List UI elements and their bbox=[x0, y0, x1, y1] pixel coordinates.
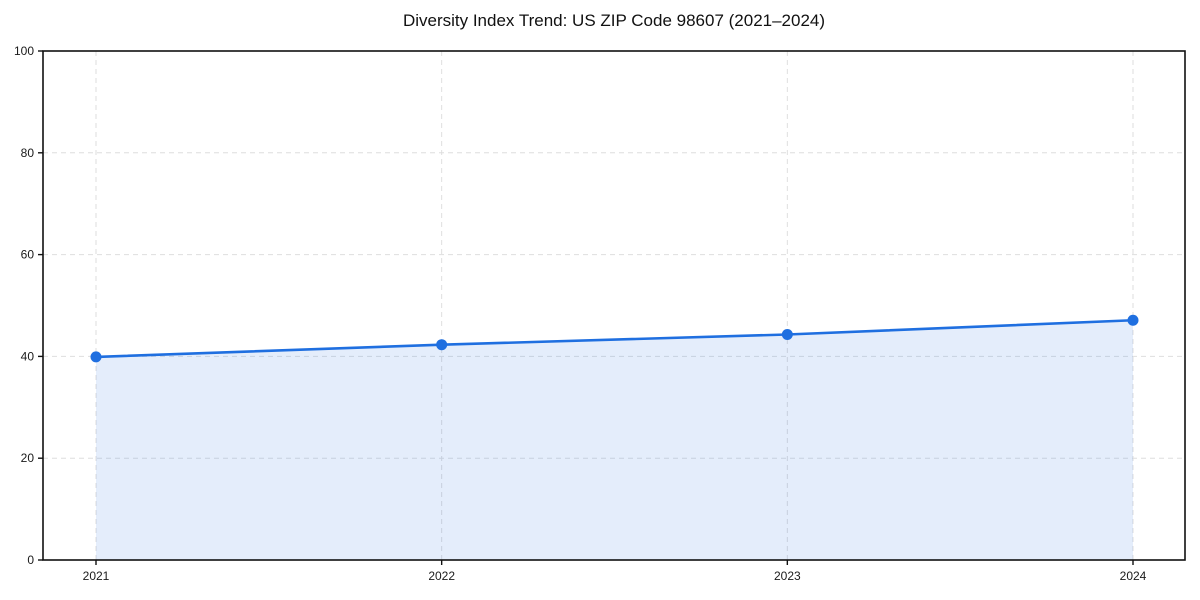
area-fill bbox=[96, 320, 1133, 560]
chart-title: Diversity Index Trend: US ZIP Code 98607… bbox=[402, 11, 826, 30]
y-tick-label: 60 bbox=[21, 248, 35, 262]
data-point-2022 bbox=[436, 339, 448, 351]
y-tick-label: 40 bbox=[21, 349, 35, 363]
data-point-2021 bbox=[90, 351, 102, 363]
data-point-2023 bbox=[781, 329, 793, 341]
plot-frame bbox=[42, 50, 1186, 561]
x-tick-label: 2024 bbox=[1120, 569, 1147, 583]
x-tick-label: 2021 bbox=[83, 569, 110, 583]
trend-line bbox=[94, 318, 1135, 359]
x-tick-label: 2022 bbox=[428, 569, 455, 583]
y-tick-label: 80 bbox=[21, 146, 35, 160]
y-tick-label: 20 bbox=[21, 451, 35, 465]
y-tick-label: 100 bbox=[14, 44, 34, 58]
y-tick-label: 0 bbox=[27, 553, 34, 567]
data-point-2024 bbox=[1127, 314, 1139, 326]
x-tick-label: 2023 bbox=[774, 569, 801, 583]
